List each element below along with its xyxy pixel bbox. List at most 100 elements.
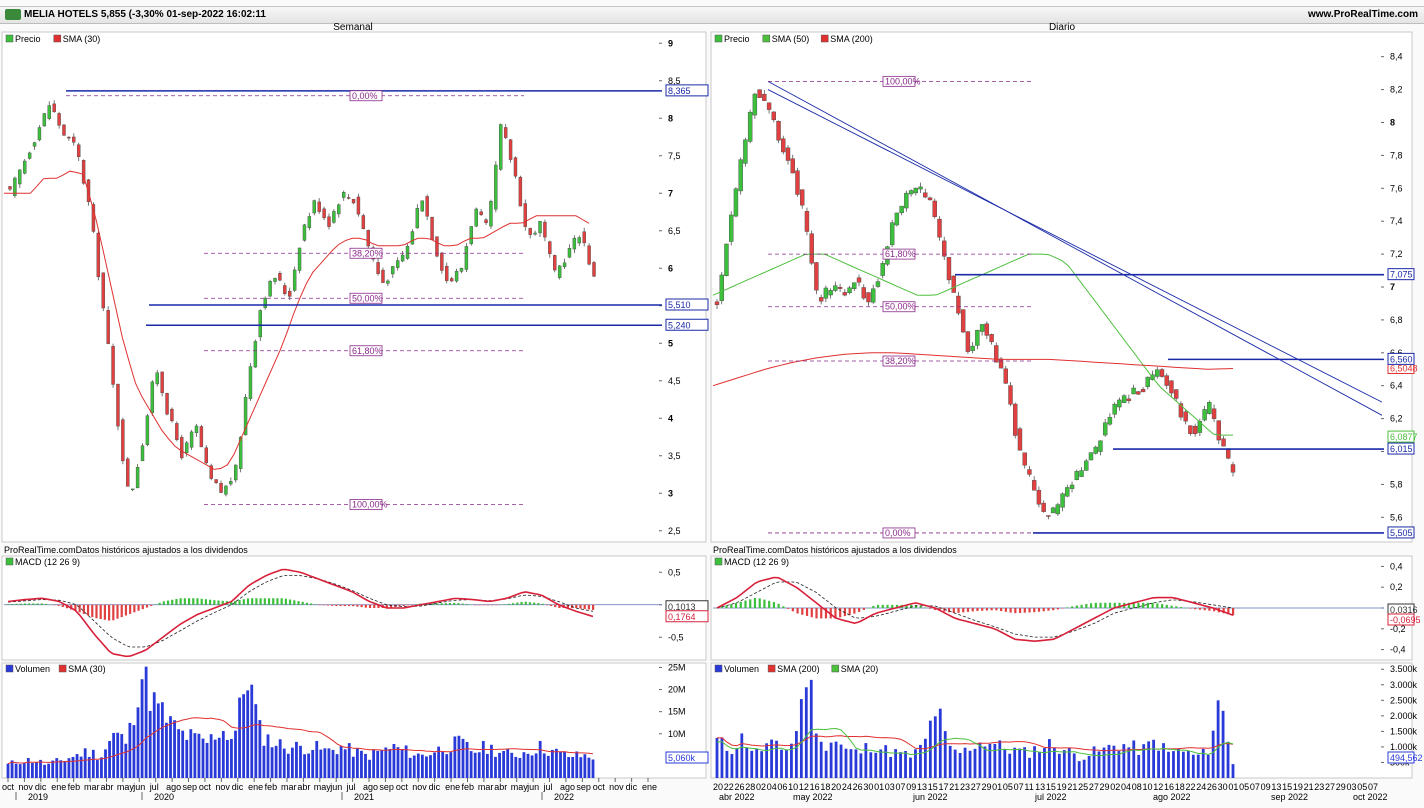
macd-histogram-bar: [461, 603, 464, 605]
macd-histogram-bar: [772, 602, 776, 608]
daily-panel-title: Diario: [1048, 22, 1076, 33]
volume-bar: [794, 731, 798, 778]
volume-bar: [420, 754, 424, 778]
macd-histogram-bar: [952, 608, 955, 613]
volume-bar: [319, 749, 323, 778]
legend-item: SMA (50): [772, 34, 810, 44]
fibonacci-label-box: [349, 247, 383, 259]
candle-body: [1221, 438, 1226, 447]
volume-bar: [498, 752, 501, 778]
trendline: [767, 89, 1383, 403]
volume-bar: [43, 764, 46, 778]
volume-bar: [425, 756, 428, 778]
level-label-box: [1387, 352, 1415, 365]
volume-bar: [189, 729, 193, 778]
candle-body: [1003, 368, 1008, 384]
volume-bar: [1077, 761, 1081, 778]
volume-bar: [740, 733, 744, 778]
candle-body: [861, 287, 866, 299]
site-link[interactable]: www.ProRealTime.com: [1307, 9, 1418, 20]
macd-histogram-bar: [558, 604, 561, 608]
macd-histogram-bar: [1156, 603, 1159, 608]
candle-body: [942, 240, 947, 257]
candle-body: [101, 272, 105, 309]
volume-bar: [343, 749, 347, 778]
candle-body: [484, 219, 488, 224]
volume-bar: [140, 679, 144, 778]
y-tick-label: 7: [668, 188, 673, 198]
sma-value-tag-box: [1387, 430, 1415, 443]
macd-histogram-bar: [322, 604, 325, 606]
x-month-label: jul 2022: [1034, 792, 1067, 802]
macd-histogram-bar: [1203, 608, 1206, 611]
candle-body: [937, 218, 942, 238]
volume-bar: [104, 749, 107, 778]
volume-bar: [331, 749, 335, 778]
candle-body: [52, 103, 56, 112]
x-month-label: oct: [396, 782, 409, 792]
macd-histogram-bar: [839, 608, 842, 618]
candle-body: [719, 274, 724, 301]
candle-body: [23, 160, 27, 174]
candle-body: [307, 216, 312, 229]
candle-body: [875, 281, 881, 287]
x-day-label: 07: [1014, 782, 1024, 792]
x-day-label: 27: [971, 782, 981, 792]
candle-body: [140, 445, 145, 462]
candle-body: [1098, 440, 1103, 452]
macd-histogram-bar: [815, 608, 818, 619]
fibonacci-label-box: [882, 301, 916, 313]
candle-body: [47, 105, 51, 119]
macd-histogram-bar: [575, 604, 578, 609]
candle-body: [1226, 449, 1231, 459]
x-day-label: 05: [1003, 782, 1013, 792]
legend-swatch: [714, 34, 723, 43]
volume-bar: [177, 729, 181, 778]
volume-bar: [814, 733, 818, 778]
candle-body: [469, 226, 474, 245]
x-day-label: 17: [938, 782, 948, 792]
candle-body: [1126, 398, 1132, 401]
volume-bar: [546, 755, 550, 778]
macd-histogram-bar: [457, 603, 460, 605]
volume-bar: [469, 751, 473, 778]
candle-body: [214, 479, 218, 484]
x-month-label: ene: [445, 782, 460, 792]
candle-body: [1145, 376, 1150, 387]
volume-bar: [785, 749, 788, 778]
x-day-label: 04: [767, 782, 777, 792]
candle-body: [27, 152, 32, 159]
macd-histogram-bar: [886, 604, 889, 608]
macd-histogram-bar: [352, 604, 355, 607]
candle-body: [553, 255, 557, 271]
candle-body: [1036, 490, 1042, 505]
macd-histogram-bar: [876, 604, 880, 608]
macd-histogram-bar: [1227, 608, 1230, 615]
macd-histogram-bar: [1194, 608, 1197, 610]
candle-body: [440, 252, 444, 271]
candle-body: [288, 290, 292, 297]
macd-histogram-bar: [465, 604, 468, 605]
macd-histogram-bar: [276, 598, 279, 605]
candle-body: [1173, 389, 1179, 399]
candle-body: [946, 257, 952, 281]
candle-body: [984, 323, 990, 336]
volume-value-tag: 5,060k: [668, 753, 696, 763]
x-day-label: 06: [777, 782, 787, 792]
macd-histogram-bar: [1089, 603, 1093, 608]
volume-bar: [35, 762, 38, 778]
candle-body: [979, 324, 985, 332]
volume-bar: [1018, 748, 1022, 778]
volume-bar: [79, 756, 83, 778]
candle-body: [170, 408, 174, 422]
volume-bar: [254, 704, 258, 778]
volume-bar: [1072, 753, 1076, 778]
macd-histogram-bar: [1094, 602, 1097, 608]
candle-body: [278, 273, 282, 281]
volume-bar: [1132, 740, 1136, 778]
candle-body: [970, 345, 975, 351]
x-month-label: ago: [560, 782, 575, 792]
candle-body: [951, 275, 956, 293]
macd-value-tag: -0,0695: [1390, 615, 1421, 625]
candle-body: [1088, 452, 1094, 461]
